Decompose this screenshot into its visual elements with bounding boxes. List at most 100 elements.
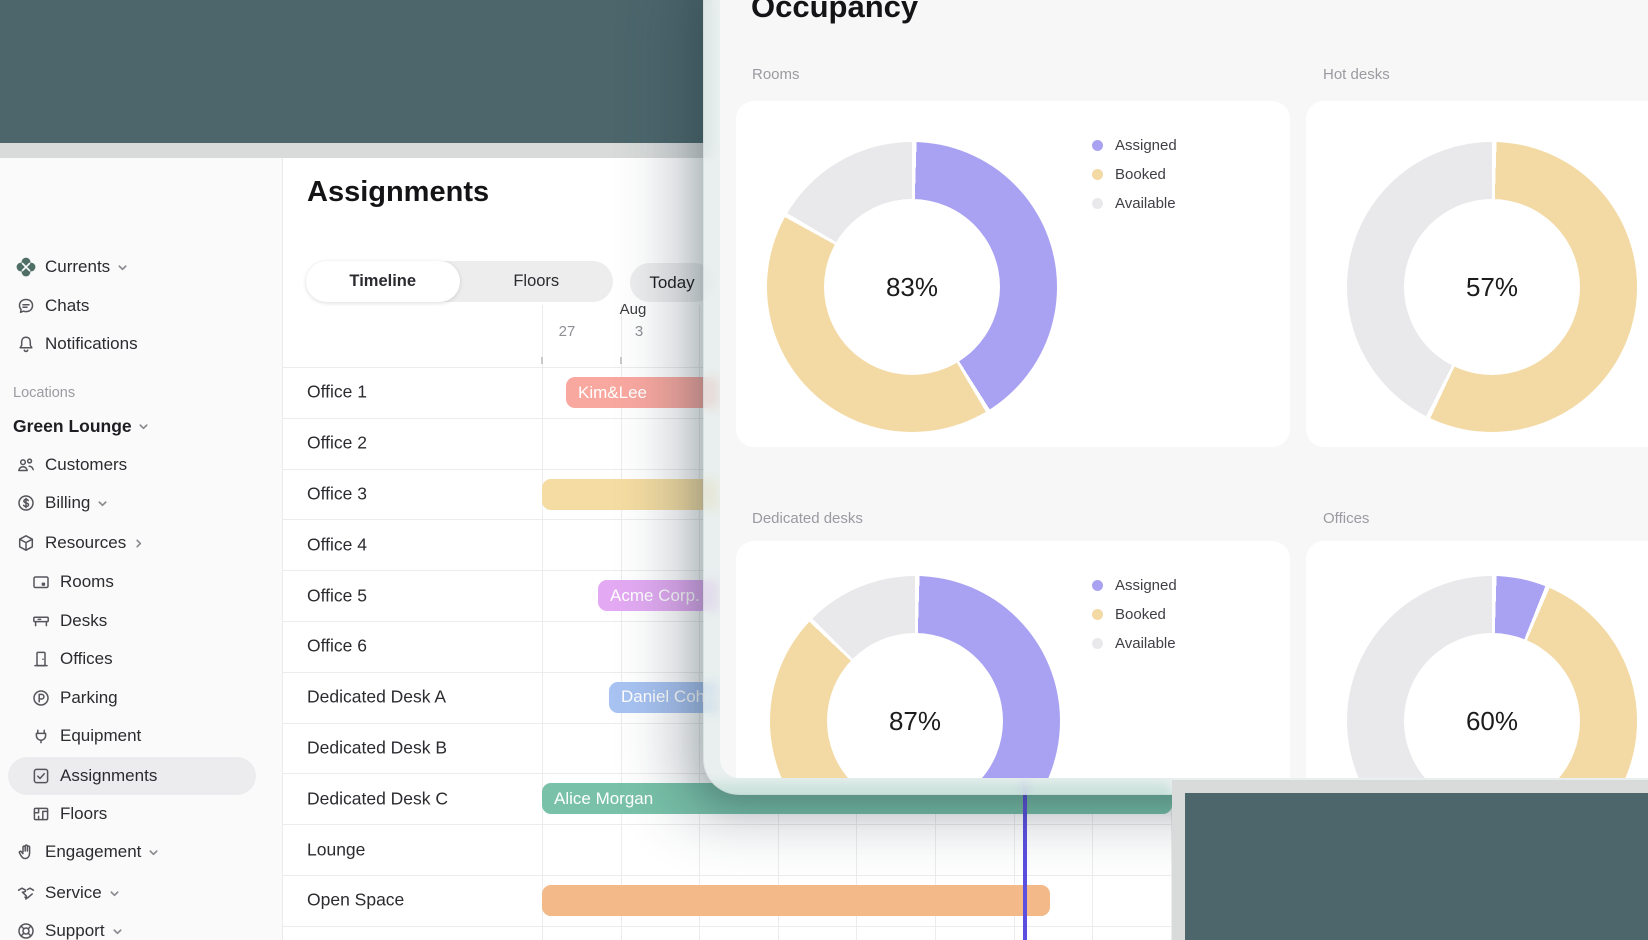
assignment-bar[interactable] <box>542 885 1050 916</box>
resource-row-label[interactable]: Office 3 <box>307 483 367 504</box>
occupancy-percent: 60% <box>1465 705 1519 736</box>
resource-row-label[interactable]: Office 2 <box>307 432 367 453</box>
occupancy-card-hot-desks: 57% <box>1306 101 1648 447</box>
day-label: 27 <box>558 323 576 340</box>
chevron-right-icon <box>133 538 144 549</box>
sidebar-item-currents[interactable]: Currents <box>0 248 282 286</box>
resource-row-label[interactable]: Office 6 <box>307 635 367 656</box>
today-button[interactable]: Today <box>630 263 714 302</box>
currents-icon <box>16 257 36 277</box>
resource-row-label[interactable]: Dedicated Desk C <box>307 788 449 809</box>
sidebar-item-equipment[interactable]: Equipment <box>0 717 282 755</box>
room-icon <box>31 572 51 592</box>
week-gridline <box>620 305 622 940</box>
resource-row-label[interactable]: Lounge <box>307 839 366 860</box>
people-icon <box>16 455 36 475</box>
row-separator <box>283 925 1172 927</box>
occupancy-percent: 83% <box>885 271 939 302</box>
sidebar-item-label: Resources <box>45 533 127 552</box>
week-gridline <box>699 305 701 940</box>
sidebar-item-engagement[interactable]: Engagement <box>0 833 282 871</box>
sidebar-item-label: Offices <box>60 649 113 668</box>
sidebar: Currents Chats Notifications Locations Green… <box>0 158 283 940</box>
sidebar-item-service[interactable]: Service <box>0 874 282 912</box>
sidebar-item-label: Desks <box>60 611 108 630</box>
desk-icon <box>31 611 51 631</box>
occupancy-title: Occupancy <box>751 0 919 24</box>
resource-row-label[interactable]: Dedicated Desk B <box>307 737 448 758</box>
chat-icon <box>16 296 36 316</box>
chevron-down-icon <box>138 421 149 432</box>
chart-section-label: Offices <box>1323 510 1370 527</box>
assignment-bar-label: Daniel Cohen <box>621 687 719 707</box>
handshake-icon <box>16 883 36 903</box>
row-separator <box>283 875 1172 876</box>
assignment-bar-label: Acme Corp. <box>610 585 700 605</box>
tab-timeline[interactable]: Timeline <box>306 261 460 302</box>
occupancy-card-rooms: 83% Assigned Booked Available <box>736 101 1290 447</box>
sidebar-item-billing[interactable]: Billing <box>0 484 282 522</box>
floorplan-icon <box>31 804 51 824</box>
resource-row-label[interactable]: Office 4 <box>307 534 367 555</box>
legend-label: Assigned <box>1115 577 1177 594</box>
donut-chart: 60% <box>1347 576 1637 778</box>
door-icon <box>31 649 51 669</box>
cube-icon <box>16 533 36 553</box>
donut-chart: 87% <box>770 576 1060 778</box>
legend-dot <box>1092 638 1103 649</box>
location-name: Green Lounge <box>13 416 132 436</box>
resource-row-label[interactable]: Office 5 <box>307 585 367 606</box>
sidebar-item-notifications[interactable]: Notifications <box>0 325 282 363</box>
sidebar-item-label: Service <box>45 883 102 902</box>
chart-section-label: Hot desks <box>1323 66 1390 83</box>
bell-icon <box>16 334 36 354</box>
assignment-bar[interactable]: Acme Corp. <box>598 580 719 612</box>
check-square-icon <box>31 766 51 786</box>
dollar-icon <box>16 493 36 513</box>
resource-row-label[interactable]: Office 1 <box>307 381 367 402</box>
sidebar-item-chats[interactable]: Chats <box>0 287 282 325</box>
resource-row-label[interactable]: Open Space <box>307 889 405 910</box>
occupancy-overlay-panel: Occupancy Rooms 83% Assigned Booked Availabl… <box>703 0 1648 795</box>
chevron-down-icon <box>112 926 123 937</box>
axis-tick <box>619 357 622 364</box>
hand-icon <box>16 842 36 862</box>
plug-icon <box>31 726 51 746</box>
sidebar-item-resources[interactable]: Resources <box>0 524 282 562</box>
sidebar-item-support[interactable]: Support <box>0 912 282 940</box>
sidebar-item-offices[interactable]: Offices <box>0 640 282 678</box>
legend-label: Available <box>1115 635 1176 652</box>
sidebar-item-customers[interactable]: Customers <box>0 446 282 484</box>
donut-chart: 83% <box>767 142 1057 432</box>
sidebar-item-floors[interactable]: Floors <box>0 795 282 833</box>
assignment-bar[interactable]: Kim&Lee <box>566 377 719 408</box>
chevron-down-icon <box>109 888 120 899</box>
resource-row-label[interactable]: Dedicated Desk A <box>307 686 447 707</box>
day-label: 3 <box>634 323 644 340</box>
assignment-bar[interactable]: Daniel Cohen <box>609 681 719 713</box>
chart-section-label: Dedicated desks <box>752 510 863 527</box>
sidebar-item-assignments[interactable]: Assignments <box>0 757 282 795</box>
assignment-bar[interactable] <box>542 478 719 510</box>
sidebar-item-label: Engagement <box>45 842 142 861</box>
sidebar-item-label: Support <box>45 921 105 940</box>
legend-item: Booked <box>1092 166 1166 183</box>
sidebar-item-desks[interactable]: Desks <box>0 602 282 640</box>
legend-item: Available <box>1092 195 1176 212</box>
sidebar-item-label: Customers <box>45 455 128 474</box>
sidebar-item-label: Equipment <box>60 726 142 745</box>
legend-item: Assigned <box>1092 577 1177 594</box>
row-separator <box>283 824 1172 826</box>
legend-item: Assigned <box>1092 137 1177 154</box>
sidebar-item-label: Parking <box>60 688 118 707</box>
tab-floors[interactable]: Floors <box>513 272 560 290</box>
legend-dot <box>1092 609 1103 620</box>
location-selector[interactable]: Green Lounge <box>13 416 149 437</box>
chart-section-label: Rooms <box>752 66 800 83</box>
sidebar-section-label: Locations <box>13 385 76 401</box>
assignment-bar-label: Alice Morgan <box>554 788 654 808</box>
sidebar-item-parking[interactable]: Parking <box>0 679 282 717</box>
month-label: Aug <box>619 301 647 318</box>
sidebar-item-rooms[interactable]: Rooms <box>0 563 282 601</box>
